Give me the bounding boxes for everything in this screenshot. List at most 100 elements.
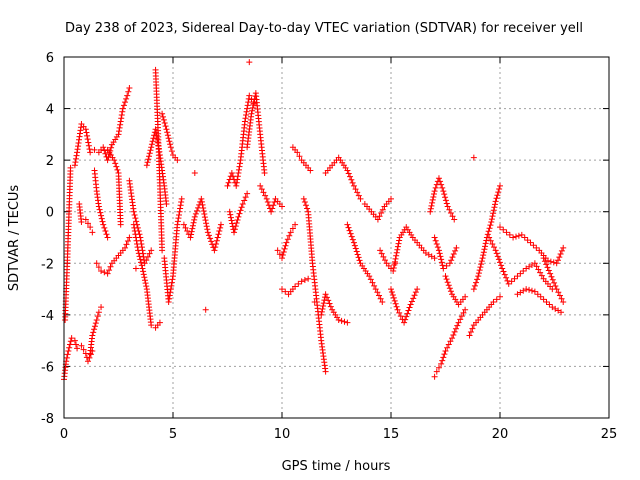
data-point: [497, 224, 503, 231]
data-point-interp: [349, 179, 356, 186]
data-point-interp: [201, 214, 208, 221]
data-point-interp: [500, 226, 507, 233]
data-point-interp: [168, 148, 175, 155]
data-point-interp: [192, 210, 199, 217]
data-point-interp: [491, 244, 498, 251]
data-point-interp: [547, 258, 554, 265]
data-point-interp: [452, 325, 459, 332]
data-point-interp: [543, 261, 550, 268]
data-point: [401, 319, 408, 326]
data-point-interp: [146, 153, 153, 160]
data-point-interp: [146, 150, 153, 157]
data-point: [91, 146, 98, 153]
data-point-interp: [438, 256, 445, 263]
data-point: [486, 234, 493, 241]
data-point-interp: [481, 246, 488, 253]
data-point: [84, 358, 91, 365]
data-point-interp: [109, 154, 116, 161]
data-point: [475, 273, 482, 280]
data-point-interp: [113, 163, 120, 170]
data-point-interp: [145, 156, 152, 163]
data-point: [305, 275, 312, 282]
data-point-interp: [237, 207, 244, 214]
data-point: [130, 221, 137, 228]
data-point: [139, 265, 146, 272]
chart-title: Day 238 of 2023, Sidereal Day-to-day VTE…: [65, 21, 583, 36]
data-point-interp: [342, 164, 349, 171]
data-point-interp: [233, 220, 240, 227]
data-point-interp: [355, 192, 362, 199]
data-point-interp: [144, 253, 151, 260]
data-point-interp: [116, 124, 123, 131]
data-point-interp: [374, 289, 381, 296]
data-point-interp: [202, 217, 209, 224]
data-point-interp: [558, 247, 565, 254]
data-point: [159, 110, 166, 117]
data-point-interp: [276, 200, 283, 207]
data-point: [462, 306, 469, 313]
data-point-interp: [432, 237, 439, 244]
data-point-interp: [244, 105, 251, 112]
data-point-interp: [117, 121, 124, 128]
data-point-interp: [452, 247, 459, 254]
data-point: [518, 231, 525, 238]
data-point-interp: [80, 123, 87, 130]
data-point-interp: [154, 135, 161, 142]
data-point-interp: [271, 199, 278, 206]
data-point-interp: [167, 286, 174, 293]
data-point-interp: [214, 234, 221, 241]
data-point-interp: [113, 255, 120, 262]
data-point-interp: [442, 197, 449, 204]
data-point-interp: [533, 263, 540, 270]
data-point-interp: [227, 214, 234, 221]
data-point-interp: [189, 225, 196, 232]
data-point: [540, 296, 547, 303]
data-point-interp: [512, 233, 519, 240]
data-point: [89, 229, 96, 236]
data-point: [510, 234, 517, 241]
data-point-interp: [140, 271, 147, 278]
data-point-interp: [158, 244, 165, 251]
data-point-interp: [434, 244, 441, 251]
data-point-interp: [108, 144, 115, 151]
data-point-interp: [156, 148, 163, 155]
data-point-interp: [420, 247, 427, 254]
data-point-interp: [491, 204, 498, 211]
data-point-interp: [134, 240, 141, 247]
data-point-interp: [169, 276, 176, 283]
data-point-interp: [372, 213, 379, 220]
data-point-interp: [102, 228, 109, 235]
data-point-interp: [166, 138, 173, 145]
data-point-interp: [534, 291, 541, 298]
data-point-interp: [320, 300, 327, 307]
data-point-interp: [153, 129, 160, 136]
data-point: [442, 347, 449, 354]
data-point-interp: [467, 329, 474, 336]
data-point-interp: [73, 152, 80, 159]
data-point: [226, 208, 233, 215]
y-tick-label: 4: [46, 103, 54, 118]
data-point-interp: [501, 271, 508, 278]
data-point-interp: [447, 210, 454, 217]
data-point-interp: [554, 257, 561, 264]
data-point-interp: [195, 204, 202, 211]
data-point-interp: [107, 147, 114, 154]
data-point: [527, 239, 534, 246]
data-point: [379, 298, 386, 305]
data-point-interp: [547, 283, 554, 290]
data-point-interp: [327, 303, 334, 310]
data-point-interp: [447, 288, 454, 295]
data-point-interp: [234, 176, 241, 183]
data-point: [514, 273, 521, 280]
data-point: [233, 182, 240, 189]
data-point: [553, 260, 560, 267]
data-point-interp: [326, 300, 333, 307]
data-point: [191, 213, 198, 220]
data-point-interp: [235, 166, 242, 173]
data-point-interp: [480, 252, 487, 259]
data-point-interp: [228, 217, 235, 224]
data-point-interp: [160, 116, 167, 123]
data-point-interp: [112, 160, 119, 167]
data-point-interp: [135, 250, 142, 257]
